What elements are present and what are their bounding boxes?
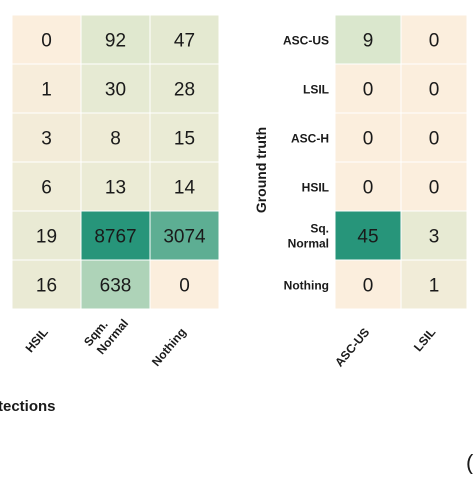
cell-value-label: 0 — [363, 178, 374, 199]
heatmap-cell — [149, 63, 220, 114]
cell-value-label: 8 — [110, 129, 121, 150]
cell-value-label: 0 — [429, 129, 440, 150]
cell-value-label: 0 — [179, 276, 190, 297]
heatmap-cell — [11, 161, 82, 212]
heatmap-cell — [400, 112, 468, 163]
svg-text:Nothing: Nothing — [149, 325, 189, 369]
y-tick-label: HSIL — [302, 181, 329, 195]
cell-value-label: 15 — [174, 129, 195, 150]
y-tick-label: Sq. Normal — [288, 222, 329, 251]
cell-value-label: 45 — [357, 227, 378, 248]
cell-value-label: 9 — [363, 31, 374, 52]
heatmap-cell — [334, 259, 402, 310]
cell-value-label: 0 — [429, 31, 440, 52]
cell-value-label: 3 — [429, 227, 440, 248]
cell-value-label: 0 — [363, 80, 374, 101]
heatmap-cell — [11, 259, 82, 310]
cell-value-label: 14 — [174, 178, 196, 199]
heatmap-cell — [149, 14, 220, 65]
heatmap-cell — [80, 112, 151, 163]
heatmap-cell — [334, 63, 402, 114]
cell-value-label: 0 — [429, 80, 440, 101]
svg-text:ASC-US: ASC-US — [332, 325, 372, 369]
right-heatmap: 9 0 0 0 0 0 0 0 45 3 0 1 ASC-US LSIL ASC-H HSIL Sq. Norma… — [283, 14, 468, 369]
cell-value-label: 3 — [41, 129, 52, 150]
y-tick-label: LSIL — [303, 83, 329, 97]
heatmap-cell — [149, 259, 220, 310]
y-tick-label: ASC-US — [283, 34, 329, 48]
x-tick-label: Nothing — [149, 325, 189, 369]
cell-value-label: 13 — [105, 178, 126, 199]
svg-text:Sqm.Normal: Sqm.Normal — [81, 307, 131, 359]
cell-value-label: 1 — [41, 80, 52, 101]
cell-value-label: 0 — [363, 276, 374, 297]
left-x-axis-label: tections — [0, 398, 56, 415]
cell-value-label: 28 — [174, 80, 195, 101]
svg-text:HSIL: HSIL — [23, 325, 51, 355]
cell-value-label: 30 — [105, 80, 126, 101]
heatmap-cell — [334, 112, 402, 163]
heatmap-cell — [400, 14, 468, 65]
x-tick-label: ASC-US — [332, 325, 372, 369]
heatmap-cell — [334, 210, 402, 261]
cell-value-label: 92 — [105, 31, 126, 52]
x-tick-label: LSIL — [411, 325, 438, 354]
heatmap-cell — [11, 14, 82, 65]
cell-value-label: 0 — [363, 129, 374, 150]
cell-value-label: 1 — [429, 276, 440, 297]
heatmap-cell — [149, 161, 220, 212]
cell-value-label: 638 — [100, 276, 132, 297]
heatmap-cell — [80, 210, 151, 261]
cell-value-label: 8767 — [94, 227, 136, 248]
cell-value-label: 0 — [429, 178, 440, 199]
y-tick-label: Nothing — [284, 279, 329, 293]
heatmap-cell — [80, 259, 151, 310]
heatmap-cell — [80, 14, 151, 65]
heatmap-cell — [400, 259, 468, 310]
right-y-axis-label: Ground truth — [253, 127, 269, 213]
cell-value-label: 0 — [41, 31, 52, 52]
x-tick-label: Sqm.Normal — [81, 307, 131, 359]
cell-value-label: 47 — [174, 31, 195, 52]
y-tick-label: ASC-H — [291, 132, 329, 146]
left-heatmap: 0 92 47 1 30 28 3 8 15 6 13 14 19 8767 3074 16 638 0 HSIL S… — [11, 14, 220, 369]
heatmap-cell — [400, 161, 468, 212]
cell-value-label: 19 — [36, 227, 57, 248]
heatmap-cell — [400, 63, 468, 114]
svg-text:LSIL: LSIL — [411, 325, 438, 354]
x-tick-label: HSIL — [23, 325, 51, 355]
cell-value-label: 6 — [41, 178, 52, 199]
cell-value-label: 3074 — [163, 227, 206, 248]
heatmap-cell — [334, 161, 402, 212]
clipped-glyph: ( — [466, 450, 474, 474]
heatmap-cell — [400, 210, 468, 261]
cell-value-label: 16 — [36, 276, 57, 297]
heatmap-cell — [334, 14, 402, 65]
